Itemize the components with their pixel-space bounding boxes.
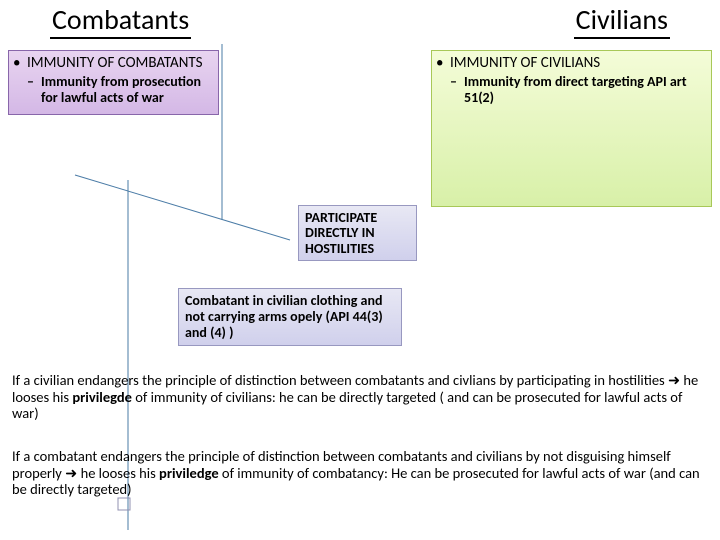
para1-bold: privilegde	[72, 388, 132, 406]
combatants-sub: Immunity from prosecution for lawful act…	[27, 74, 212, 106]
title-combatants: Combatants	[50, 2, 191, 39]
combatants-immunity-box: IMMUNITY OF COMBATANTS Immunity from pro…	[8, 50, 219, 115]
combatants-heading: IMMUNITY OF COMBATANTS	[27, 55, 212, 72]
paragraph-civilian: If a civilian endangers the principle of…	[12, 372, 702, 422]
civilians-sub: Immunity from direct targeting API art 5…	[450, 74, 705, 106]
title-civilians: Civilians	[574, 2, 670, 39]
civilians-immunity-box: IMMUNITY OF CIVILIANS Immunity from dire…	[431, 50, 712, 207]
clothing-box: Combatant in civilian clothing and not c…	[178, 288, 402, 346]
paragraph-combatant: If a combatant endangers the principle o…	[12, 448, 702, 498]
title-row: Combatants Civilians	[0, 0, 720, 39]
civilians-heading: IMMUNITY OF CIVILIANS	[450, 55, 705, 72]
participate-box: PARTICIPATE DIRECTLY IN HOSTILITIES	[298, 205, 417, 261]
para2-bold: priviledge	[159, 464, 219, 482]
